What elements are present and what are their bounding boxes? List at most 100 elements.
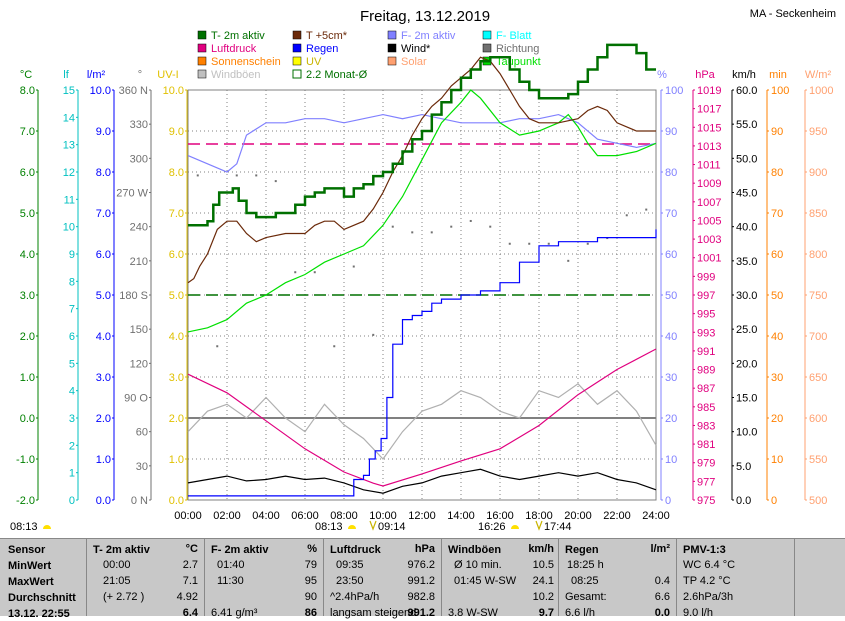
- legend-label: T- 2m aktiv: [211, 30, 265, 42]
- stats-col-hum: F- 2m aktiv % 01:40 79 11:30 95 90 6.41 …: [205, 539, 324, 619]
- stats-press-max-time: 23:50: [336, 575, 364, 587]
- axis-tick-wind: 50.0: [736, 153, 757, 165]
- direction-dot: [313, 271, 316, 274]
- axis-tick-min: 60: [771, 249, 783, 261]
- x-tick-label: 08:00: [330, 510, 358, 522]
- axis-tick-wind: 35.0: [736, 256, 757, 268]
- sun-event-sunrise: 08:13: [315, 521, 343, 533]
- stats-press-avg: 982.8: [407, 591, 435, 603]
- axis-tick-wind: 45.0: [736, 188, 757, 200]
- axis-tick-solar: 1000: [809, 85, 833, 97]
- stats-rain-current: 0.0: [654, 607, 670, 619]
- axis-tick-press: 979: [697, 458, 715, 470]
- axis-tick-uv: 0.0: [169, 495, 184, 507]
- axis-tick-dir: 360 N: [119, 85, 148, 97]
- stats-header-temp: T- 2m aktiv: [93, 544, 150, 556]
- stats-temp-min-time: 00:00: [103, 559, 131, 571]
- axis-tick-press: 1005: [697, 215, 721, 227]
- axis-tick-solar: 850: [809, 208, 827, 220]
- axis-tick-dir: 120: [130, 358, 148, 370]
- axis-tick-hum: 0: [665, 495, 671, 507]
- axis-tick-solar: 700: [809, 331, 827, 343]
- sun-event-sunset: 16:26: [478, 521, 506, 533]
- x-tick-label: 16:00: [486, 510, 514, 522]
- axis-tick-dir: 60: [136, 427, 148, 439]
- stats-hum-max-time: 11:30: [217, 575, 244, 587]
- axis-tick-uv: 1.0: [169, 454, 184, 466]
- axis-tick-leaf: 5: [69, 358, 75, 370]
- axis-tick-rain: 8.0: [96, 167, 111, 179]
- axis-tick-leaf: 6: [69, 331, 75, 343]
- axis-tick-temp: -2.0: [16, 495, 35, 507]
- axis-tick-dir: 90 O: [124, 393, 148, 405]
- axis-tick-press: 989: [697, 365, 715, 377]
- stats-temp-current: 6.4: [182, 607, 198, 619]
- direction-dot: [645, 208, 648, 211]
- axis-tick-temp: 5.0: [20, 208, 35, 220]
- axis-tick-leaf: 10: [63, 222, 75, 234]
- legend-label: Wind*: [401, 43, 431, 55]
- stats-temp-max: 7.1: [182, 575, 198, 587]
- stats-unit-press: hPa: [414, 543, 435, 555]
- stats-temp-max-time: 21:05: [103, 575, 131, 587]
- axis-tick-wind: 10.0: [736, 427, 757, 439]
- axis-tick-min: 80: [771, 167, 783, 179]
- sun-event-moon: 09:14: [378, 521, 406, 533]
- axis-tick-rain: 9.0: [96, 126, 111, 138]
- axis-tick-leaf: 2: [69, 440, 75, 452]
- series-regen: [188, 229, 657, 497]
- stats-rain-duration: 18:25 h: [567, 559, 604, 571]
- legend-swatch: [292, 56, 302, 66]
- stats-hum-min-time: 01:40: [217, 559, 245, 571]
- axis-unit-wind: km/h: [732, 69, 756, 81]
- stats-press-min: 976.2: [407, 559, 435, 571]
- axis-tick-press: 975: [697, 495, 715, 507]
- legend-label: T +5cm*: [306, 30, 348, 42]
- series-t-5cm: [187, 56, 656, 284]
- direction-dot: [411, 231, 414, 234]
- stats-unit-wind: km/h: [528, 543, 554, 555]
- x-tick-label: 22:00: [603, 510, 631, 522]
- axis-tick-dir: 30: [136, 461, 148, 473]
- axis-tick-dir: 210: [130, 256, 148, 268]
- stats-temp-avg: 4.92: [176, 591, 198, 603]
- x-tick-label: 24:00: [642, 510, 670, 522]
- axis-unit-dir: °: [138, 69, 142, 81]
- axis-tick-wind: 30.0: [736, 290, 757, 302]
- sunrise-icon: [348, 525, 356, 529]
- sun-event-moon: 17:44: [544, 521, 572, 533]
- axis-unit-min: min: [769, 69, 787, 81]
- axis-tick-press: 987: [697, 383, 715, 395]
- stats-temp-min: 2.7: [182, 559, 198, 571]
- axis-tick-press: 1015: [697, 122, 721, 134]
- legend-swatch: [197, 56, 207, 66]
- axis-unit-hum: %: [657, 69, 667, 81]
- stats-rain-total: 6.6: [654, 591, 670, 603]
- x-tick-label: 06:00: [291, 510, 319, 522]
- legend-label: Taupunkt: [496, 56, 541, 68]
- stats-unit-rain: l/m²: [650, 543, 670, 555]
- axis-tick-min: 30: [771, 372, 783, 384]
- stats-rain-rate: 6.6 l/h: [565, 607, 595, 619]
- legend-swatch: [387, 56, 397, 66]
- legend-label: Windböen: [211, 69, 261, 81]
- axis-tick-hum: 20: [665, 413, 677, 425]
- chart-title: Freitag, 13.12.2019: [360, 8, 490, 25]
- axis-tick-dir: 270 W: [116, 188, 148, 200]
- direction-dot: [508, 242, 511, 245]
- axis-tick-leaf: 9: [69, 249, 75, 261]
- stats-wind-max: 24.1: [532, 575, 554, 587]
- stats-label-current: 13.12. 22:55: [8, 608, 70, 620]
- direction-dot: [372, 333, 375, 336]
- axis-unit-leaf: lf: [63, 69, 69, 81]
- stats-hum-avg: 90: [304, 591, 317, 603]
- stats-pmv-pressure-trend: 2.6hPa/3h: [683, 591, 734, 603]
- axis-tick-uv: 4.0: [169, 331, 184, 343]
- stats-col-temp: T- 2m aktiv °C 00:00 2.7 21:05 7.1 (+ 2.…: [87, 539, 205, 619]
- stats-wind-mean: 3.8 W-SW: [448, 607, 498, 619]
- stats-header-pmv: PMV-1:3: [683, 544, 726, 556]
- direction-dot: [216, 345, 219, 348]
- legend-label: Richtung: [496, 43, 539, 55]
- direction-dot: [274, 180, 277, 183]
- stats-unit-temp: °C: [185, 543, 198, 555]
